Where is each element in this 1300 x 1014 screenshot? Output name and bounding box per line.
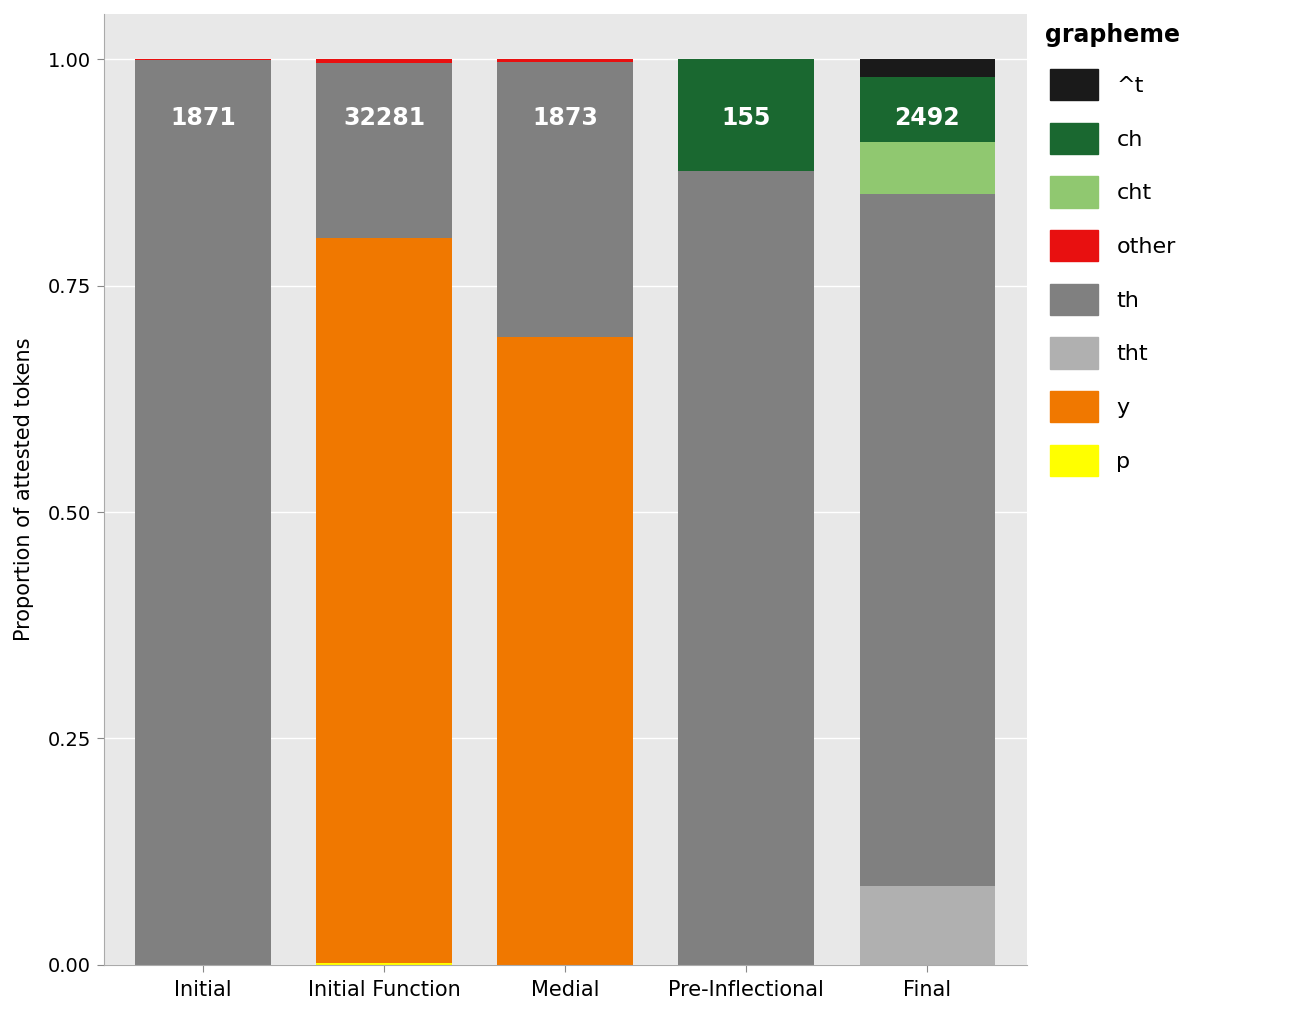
Bar [135, 60, 272, 965]
Bar [498, 62, 633, 338]
Bar [859, 59, 996, 77]
Bar [679, 170, 814, 965]
Bar [859, 143, 996, 194]
Bar [498, 338, 633, 965]
Text: 1873: 1873 [533, 106, 598, 130]
Bar [859, 194, 996, 886]
Text: 2492: 2492 [894, 106, 961, 130]
Bar [316, 63, 452, 237]
Bar [316, 963, 452, 965]
Bar [859, 886, 996, 965]
Text: 155: 155 [722, 106, 771, 130]
Bar [498, 59, 633, 62]
Text: 32281: 32281 [343, 106, 425, 130]
Bar [859, 77, 996, 143]
Bar [316, 59, 452, 63]
Bar [679, 59, 814, 170]
Legend: ^t, ch, cht, other, th, tht, y, p: ^t, ch, cht, other, th, tht, y, p [1036, 14, 1190, 485]
Bar [316, 237, 452, 963]
Text: 1871: 1871 [170, 106, 237, 130]
Y-axis label: Proportion of attested tokens: Proportion of attested tokens [14, 338, 34, 641]
